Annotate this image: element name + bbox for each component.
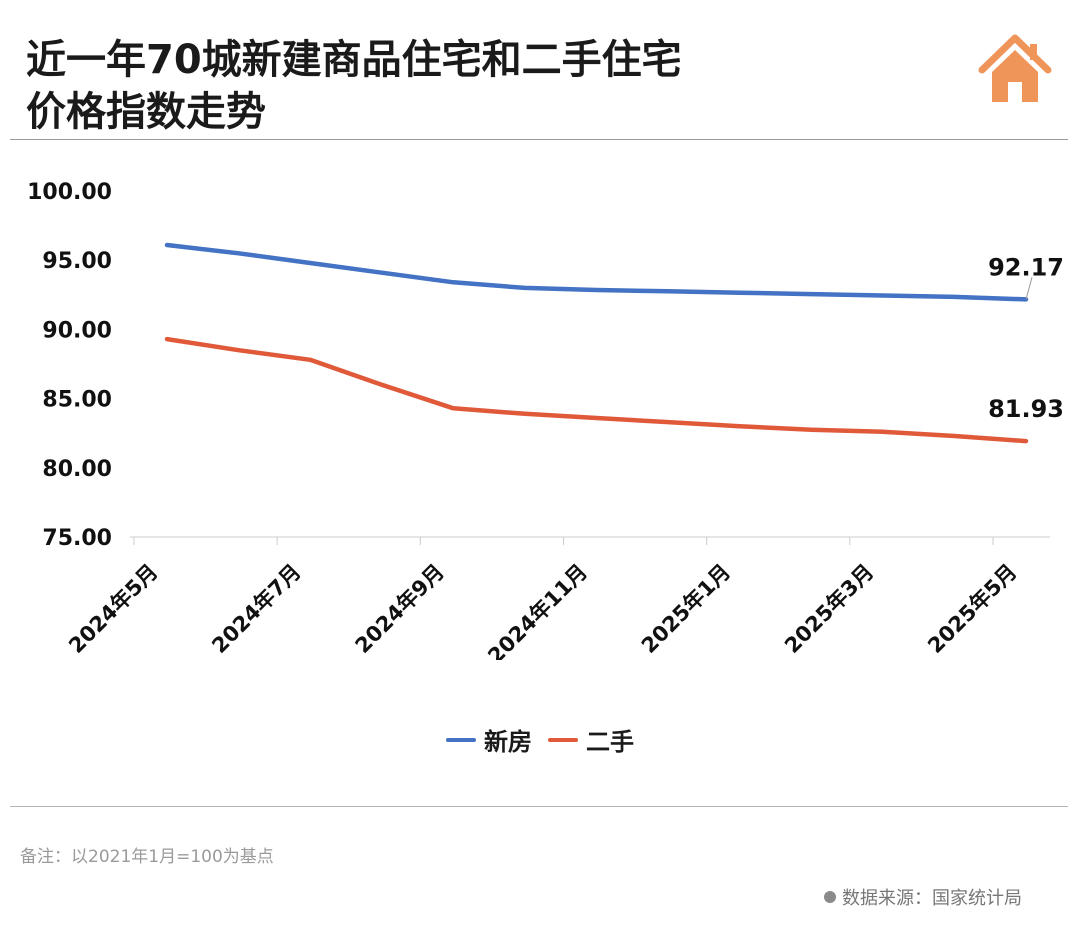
x-tick-label: 2025年1月 xyxy=(637,560,735,658)
footnote: 备注：以2021年1月=100为基点 xyxy=(20,847,274,867)
y-tick-label: 75.00 xyxy=(42,526,112,551)
chart-title-line-1: 近一年70城新建商品住宅和二手住宅 xyxy=(26,37,682,83)
x-tick-label: 2024年5月 xyxy=(64,560,162,658)
x-tick-label: 2025年3月 xyxy=(780,560,878,658)
source-text: 数据来源：国家统计局 xyxy=(842,888,1022,909)
legend-label-new-homes: 新房 xyxy=(484,728,532,756)
house-icon xyxy=(978,34,1052,102)
y-tick-label: 80.00 xyxy=(42,457,112,482)
house-chimney xyxy=(1030,44,1037,60)
line-chart: 75.00 80.00 85.00 90.00 95.00 100.00 2024年5月 20… xyxy=(27,180,1064,660)
x-tick-label: 2024年7月 xyxy=(207,560,305,658)
y-tick-label: 100.00 xyxy=(27,180,112,205)
x-tick-label: 2024年9月 xyxy=(351,560,449,658)
legend-item-new-homes: 新房 xyxy=(446,722,532,757)
source-line: 数据来源：国家统计局 xyxy=(824,884,1022,910)
y-tick-label: 85.00 xyxy=(42,388,112,413)
x-tick-label: 2025年5月 xyxy=(923,560,1021,658)
x-tick-label: 2024年11月 xyxy=(483,560,592,660)
chart-title-line-2: 价格指数走势 xyxy=(26,89,266,135)
chart-title: 近一年70城新建商品住宅和二手住宅 价格指数走势 xyxy=(26,34,682,138)
legend-swatch-new-homes xyxy=(446,737,476,742)
end-label-leader xyxy=(1025,277,1033,300)
house-body xyxy=(992,50,1038,102)
legend-item-second-hand: 二手 xyxy=(548,722,634,757)
series-line-new-homes xyxy=(164,242,1029,302)
footer-divider xyxy=(10,806,1068,807)
dot-icon xyxy=(824,891,836,903)
legend-label-second-hand: 二手 xyxy=(586,728,634,756)
series-line-second-hand xyxy=(164,336,1029,444)
legend-swatch-second-hand xyxy=(548,737,578,742)
end-value-label: 92.17 xyxy=(988,253,1064,281)
chart-legend: 新房 二手 xyxy=(0,722,1080,757)
end-value-label: 81.93 xyxy=(988,395,1064,423)
title-divider xyxy=(10,139,1068,140)
y-tick-label: 90.00 xyxy=(42,318,112,343)
y-tick-label: 95.00 xyxy=(42,249,112,274)
